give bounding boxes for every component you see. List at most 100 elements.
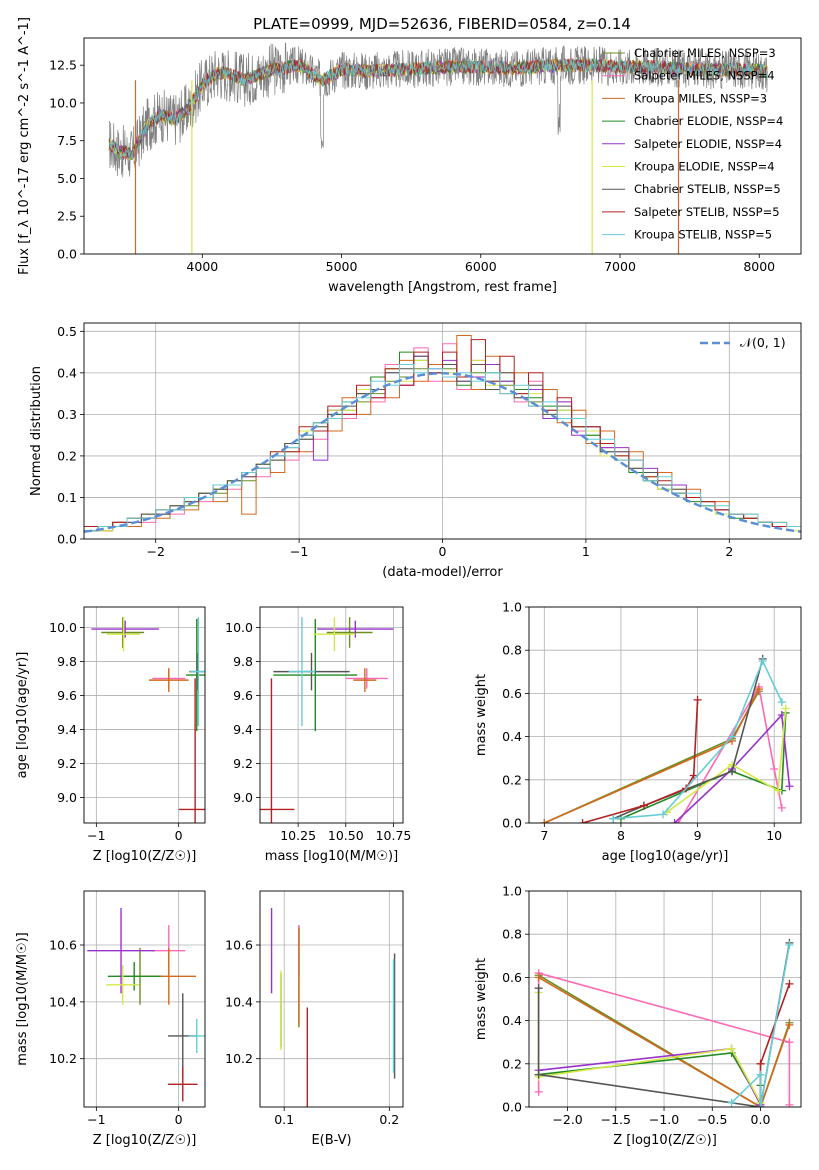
- y-tick-label: 0.4: [57, 365, 77, 380]
- weight-marker: [534, 1087, 543, 1096]
- x-axis-label: mass [log10(M/M☉)]: [265, 849, 398, 864]
- x-axis-label: Z [log10(Z/Z☉)]: [93, 1133, 197, 1148]
- errorbar-group: [87, 908, 205, 1102]
- weight-marker: [578, 819, 587, 823]
- y-tick-label: 2.5: [57, 209, 77, 224]
- x-tick-label: 8: [617, 828, 625, 843]
- axes-frame: [259, 890, 404, 1108]
- mass-vs-metallicity-panel: −1 0 10.2 10.4 10.6 Z [log10(Z/Z☉)] mass [log1…: [15, 890, 206, 1148]
- y-tick-label: 10.2: [49, 1051, 77, 1066]
- x-axis-label: age [log10(age/yr)]: [602, 849, 729, 864]
- y-tick-label: 0.1: [57, 490, 77, 505]
- weight-marker: [540, 819, 549, 823]
- legend-label: Chabrier STELIB, NSSP=5: [634, 182, 781, 196]
- y-tick-label: 9.0: [57, 790, 77, 805]
- weight-marker: [727, 1098, 736, 1107]
- weight-marker: [534, 1070, 543, 1079]
- weight-marker: [689, 771, 698, 780]
- y-tick-label: 12.5: [49, 58, 77, 73]
- y-tick-label: 9.2: [57, 756, 77, 771]
- x-tick-label: 7000: [604, 259, 636, 274]
- spectrum-panel: 4000 5000 6000 7000 8000 0.0 2.5 5.0 7.5 10.0 12.5…: [17, 17, 802, 295]
- weight-marker: [785, 1038, 794, 1047]
- spectrum-lines: [108, 42, 768, 254]
- y-tick-label: 10.0: [49, 620, 77, 635]
- x-axis-label: (data-model)/error: [382, 565, 503, 580]
- weight-lines: [540, 654, 794, 823]
- y-tick-label: 1.0: [502, 600, 522, 615]
- y-axis-label: mass weight: [474, 958, 489, 1040]
- weight-line: [620, 712, 787, 820]
- weight-marker: [781, 704, 790, 713]
- legend-label: Chabrier ELODIE, NSSP=4: [634, 114, 783, 128]
- mass-weight-vs-age-panel: 7 8 9 10 0.0 0.2 0.4 0.6 0.8 1.0 age [log10(age/yr…: [474, 600, 802, 864]
- x-tick-label: 0: [439, 544, 447, 559]
- x-tick-label: 0.0: [751, 1112, 771, 1127]
- weight-marker: [777, 803, 786, 812]
- y-tick-label: 9.4: [233, 722, 253, 737]
- x-tick-label: 0: [175, 828, 183, 843]
- weight-marker: [534, 984, 543, 993]
- weight-marker: [756, 1103, 765, 1107]
- y-axis-label: Normed distribution: [29, 366, 44, 496]
- weight-marker: [728, 732, 737, 741]
- y-tick-label: 0.4: [502, 729, 522, 744]
- y-tick-label: 10.6: [225, 938, 253, 953]
- x-tick-label: 1: [582, 544, 590, 559]
- weight-line: [538, 976, 791, 1107]
- weight-marker: [670, 819, 679, 823]
- x-axis-label: E(B-V): [311, 1133, 351, 1148]
- weight-marker: [785, 941, 794, 949]
- weight-marker: [659, 810, 668, 819]
- y-tick-label: 10.6: [49, 938, 77, 953]
- y-tick-label: 9.0: [233, 790, 253, 805]
- weight-line: [674, 713, 791, 823]
- y-tick-label: 5.0: [57, 171, 77, 186]
- y-tick-label: 0.6: [502, 686, 522, 701]
- x-tick-label: 10.50: [328, 828, 364, 843]
- weight-marker: [785, 782, 794, 791]
- x-tick-label: 10: [766, 828, 782, 843]
- y-tick-label: 0.8: [502, 643, 522, 658]
- y-tick-label: 0.0: [502, 1100, 522, 1115]
- x-tick-label: −1.0: [649, 1112, 679, 1127]
- x-tick-label: 6000: [465, 259, 497, 274]
- legend-label: Kroupa MILES, NSSP=3: [634, 91, 767, 105]
- x-tick-label: 4000: [186, 259, 218, 274]
- y-tick-label: 7.5: [57, 133, 77, 148]
- legend-label: Salpeter ELODIE, NSSP=4: [634, 137, 782, 151]
- mass-weight-vs-metallicity-panel: −2.0 −1.5 −1.0 −0.5 0.0 0.0 0.2 0.4 0.6 0.8 1.0 Z […: [474, 884, 802, 1148]
- y-tick-label: 9.6: [233, 688, 253, 703]
- y-axis-label: Flux [f_λ 10^-17 erg cm^-2 s^-1 A^-1]: [17, 17, 32, 275]
- y-tick-label: 0.4: [502, 1013, 522, 1028]
- errorbar-group: [260, 617, 394, 823]
- legend-label: Chabrier MILES, NSSP=3: [634, 46, 776, 60]
- axes-frame: [83, 606, 206, 824]
- y-tick-label: 10.2: [225, 1051, 253, 1066]
- x-tick-label: −0.5: [697, 1112, 727, 1127]
- axes-frame: [528, 890, 802, 1108]
- x-tick-label: −1: [87, 1112, 105, 1127]
- x-tick-label: −2: [146, 544, 164, 559]
- weight-marker: [785, 979, 794, 988]
- x-tick-label: 8000: [743, 259, 775, 274]
- y-tick-label: 0.0: [502, 816, 522, 831]
- x-tick-label: 2: [725, 544, 733, 559]
- mass-vs-ebv-panel: 0.1 0.2 10.2 10.4 10.6 E(B-V): [225, 890, 404, 1148]
- x-tick-label: 0.1: [274, 1112, 294, 1127]
- histogram-steps: [84, 335, 801, 539]
- x-tick-label: 0.2: [379, 1112, 399, 1127]
- weight-line: [731, 944, 791, 1107]
- axes-frame: [259, 606, 404, 824]
- model-spectrum-line: [108, 58, 768, 160]
- x-tick-label: 9: [694, 828, 702, 843]
- y-tick-label: 0.8: [502, 927, 522, 942]
- axes-frame: [83, 37, 802, 255]
- weight-marker: [727, 1044, 736, 1053]
- axes-frame: [528, 606, 802, 824]
- y-tick-label: 10.0: [225, 620, 253, 635]
- weight-lines: [534, 938, 794, 1107]
- y-tick-label: 0.0: [57, 247, 77, 262]
- y-tick-label: 9.8: [233, 654, 253, 669]
